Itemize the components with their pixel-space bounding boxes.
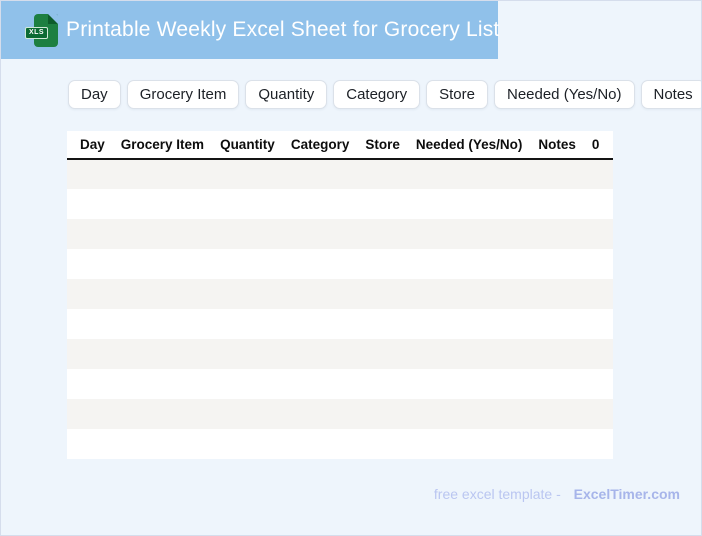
grocery-table-body xyxy=(67,159,614,459)
table-row xyxy=(67,279,614,309)
table-row xyxy=(67,309,614,339)
column-chips-row: Day Grocery Item Quantity Category Store… xyxy=(68,80,701,109)
footer-text: free excel template - xyxy=(433,486,561,502)
footer: free excel template - ExcelTimer.com xyxy=(434,486,680,502)
table-row xyxy=(67,339,614,369)
table-row xyxy=(67,249,614,279)
table-row-cell xyxy=(67,159,613,189)
table-row-cell xyxy=(67,279,613,309)
grocery-table-head: Day Grocery Item Quantity Category Store… xyxy=(67,131,614,159)
table-row xyxy=(67,429,614,459)
table-row xyxy=(67,189,614,219)
chip-grocery-item[interactable]: Grocery Item xyxy=(126,80,240,109)
col-header-store: Store xyxy=(365,137,400,152)
chip-day[interactable]: Day xyxy=(68,80,121,109)
chip-needed[interactable]: Needed (Yes/No) xyxy=(493,80,635,109)
table-row-cell xyxy=(67,219,613,249)
xls-file-icon: XLS xyxy=(25,13,58,47)
table-row-cell xyxy=(67,339,613,369)
table-row-cell xyxy=(67,309,613,339)
page-title: Printable Weekly Excel Sheet for Grocery… xyxy=(66,18,500,41)
col-header-zero: 0 xyxy=(591,137,600,152)
table-row-cell xyxy=(67,369,613,399)
xls-label: XLS xyxy=(25,26,48,39)
header-row: Day Grocery Item Quantity Category Store… xyxy=(67,131,614,159)
chip-notes[interactable]: Notes xyxy=(640,80,701,109)
grocery-table: Day Grocery Item Quantity Category Store… xyxy=(67,131,614,459)
table-row-cell xyxy=(67,429,613,459)
table-row-cell xyxy=(67,399,613,429)
footer-brand-link[interactable]: ExcelTimer.com xyxy=(573,486,680,502)
chip-category[interactable]: Category xyxy=(333,80,421,109)
table-row xyxy=(67,159,614,189)
col-header-day: Day xyxy=(80,137,105,152)
col-header-needed: Needed (Yes/No) xyxy=(415,137,523,152)
grocery-table-container: Day Grocery Item Quantity Category Store… xyxy=(67,131,614,459)
col-header-notes: Notes xyxy=(538,137,576,152)
chip-quantity[interactable]: Quantity xyxy=(245,80,328,109)
xls-fold-corner xyxy=(48,13,58,24)
chip-store[interactable]: Store xyxy=(426,80,488,109)
table-row xyxy=(67,219,614,249)
col-header-category: Category xyxy=(290,137,350,152)
header-banner: XLS Printable Weekly Excel Sheet for Gro… xyxy=(1,1,500,59)
col-header-grocery-item: Grocery Item xyxy=(120,137,205,152)
table-row-cell xyxy=(67,249,613,279)
table-row xyxy=(67,369,614,399)
table-row-cell xyxy=(67,189,613,219)
col-header-quantity: Quantity xyxy=(220,137,275,152)
table-row xyxy=(67,399,614,429)
